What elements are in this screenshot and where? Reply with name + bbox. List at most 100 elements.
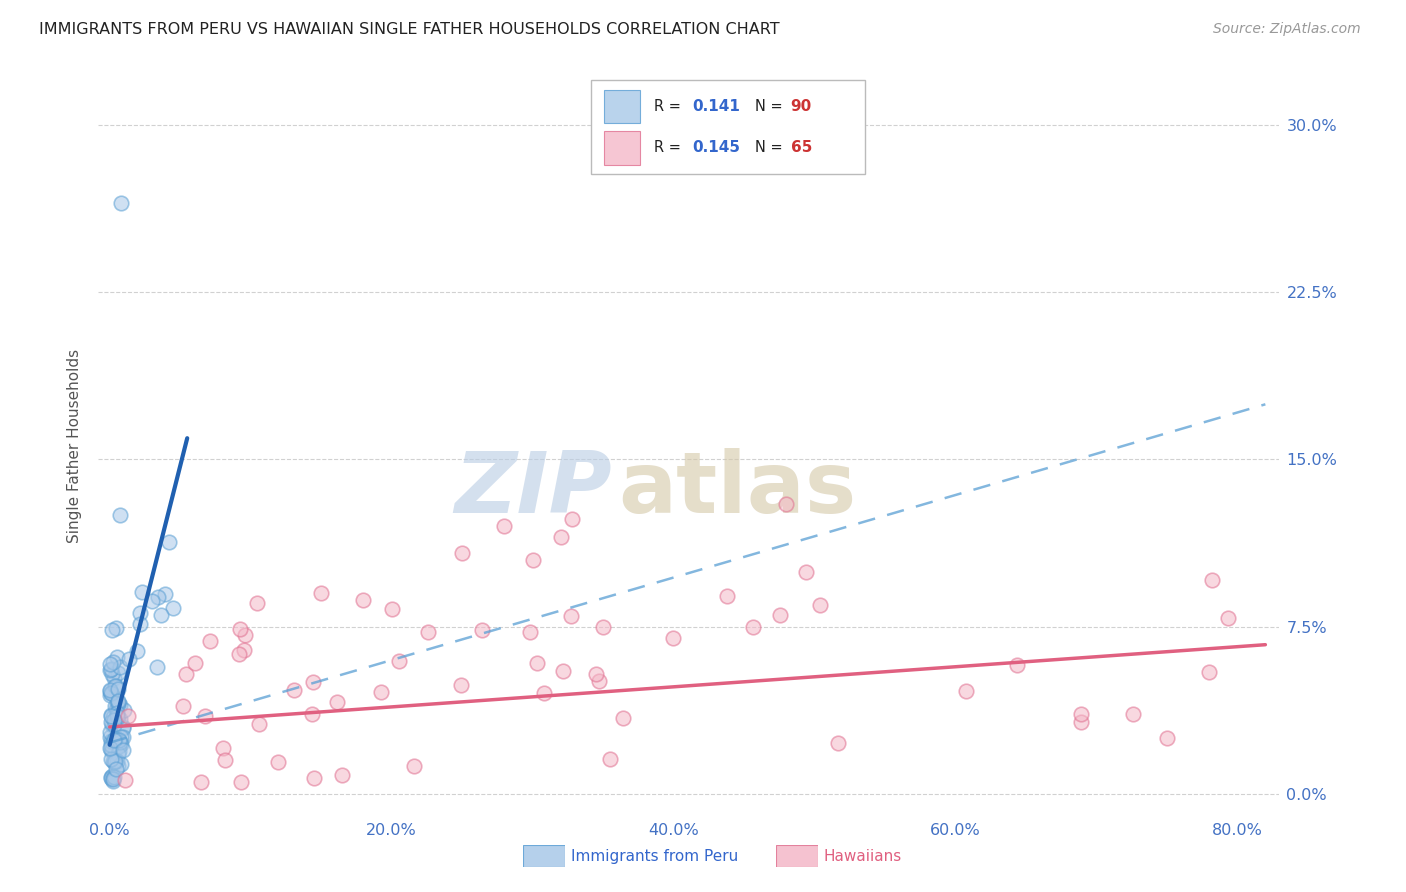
Point bbox=[451, 546, 474, 560]
Text: atlas: atlas bbox=[619, 449, 856, 532]
Y-axis label: Single Father Households: Single Father Households bbox=[66, 349, 82, 543]
Point bbox=[100, 738, 122, 752]
Point bbox=[157, 535, 180, 549]
Point bbox=[146, 659, 169, 673]
Text: IMMIGRANTS FROM PERU VS HAWAIIAN SINGLE FATHER HOUSEHOLDS CORRELATION CHART: IMMIGRANTS FROM PERU VS HAWAIIAN SINGLE … bbox=[39, 22, 780, 37]
Point bbox=[416, 624, 439, 639]
Text: N =: N = bbox=[755, 140, 787, 155]
Point bbox=[112, 731, 135, 745]
Point bbox=[174, 666, 197, 681]
Point bbox=[352, 592, 374, 607]
Point bbox=[246, 596, 269, 610]
Point bbox=[827, 736, 849, 750]
Point bbox=[104, 699, 127, 714]
Point bbox=[100, 714, 122, 729]
Point bbox=[108, 744, 131, 758]
Point bbox=[104, 754, 127, 768]
Point bbox=[103, 710, 125, 724]
Point bbox=[112, 721, 135, 735]
Point bbox=[107, 695, 129, 709]
Point bbox=[110, 698, 132, 713]
Point bbox=[450, 678, 472, 692]
Point bbox=[592, 619, 614, 633]
Point bbox=[104, 743, 127, 757]
Point bbox=[402, 759, 425, 773]
Point bbox=[112, 703, 135, 717]
Point bbox=[110, 712, 132, 726]
Point bbox=[380, 602, 402, 616]
Text: Immigrants from Peru: Immigrants from Peru bbox=[571, 849, 738, 863]
Point bbox=[112, 742, 135, 756]
Point bbox=[110, 195, 132, 210]
Point bbox=[194, 709, 217, 723]
Point bbox=[101, 772, 124, 787]
Point bbox=[228, 647, 250, 661]
Point bbox=[775, 497, 797, 511]
Point bbox=[716, 589, 738, 603]
Point bbox=[101, 718, 124, 732]
Point bbox=[1216, 611, 1239, 625]
Text: R =: R = bbox=[654, 140, 685, 155]
Point bbox=[198, 634, 221, 648]
Point bbox=[101, 754, 124, 768]
Point bbox=[955, 684, 977, 698]
Point bbox=[526, 656, 548, 670]
Text: Hawaiians: Hawaiians bbox=[824, 849, 903, 863]
Point bbox=[101, 773, 124, 788]
Point bbox=[101, 655, 124, 669]
Point bbox=[104, 731, 127, 746]
Point bbox=[110, 737, 132, 751]
Point bbox=[104, 703, 127, 717]
Point bbox=[103, 733, 125, 747]
Text: 90: 90 bbox=[790, 99, 811, 114]
Point bbox=[662, 631, 685, 645]
Point bbox=[128, 616, 150, 631]
Point bbox=[107, 694, 129, 708]
Point bbox=[190, 775, 212, 789]
Point bbox=[100, 686, 122, 700]
Point bbox=[612, 711, 634, 725]
Point bbox=[101, 742, 124, 756]
Point bbox=[125, 643, 148, 657]
Point bbox=[105, 649, 128, 664]
Point bbox=[247, 716, 270, 731]
Point bbox=[110, 735, 132, 749]
Point bbox=[105, 679, 128, 693]
Point bbox=[233, 643, 256, 657]
Point bbox=[101, 772, 124, 786]
Bar bbox=[605, 131, 640, 164]
Bar bbox=[605, 89, 640, 123]
Point bbox=[1201, 573, 1223, 587]
Point bbox=[105, 706, 128, 720]
Point bbox=[100, 686, 122, 700]
Point bbox=[588, 674, 610, 689]
Point bbox=[309, 586, 332, 600]
Point bbox=[100, 743, 122, 757]
Point bbox=[104, 621, 127, 635]
Point bbox=[1198, 665, 1220, 679]
Point bbox=[104, 679, 127, 693]
Point bbox=[103, 671, 125, 685]
Point bbox=[108, 508, 131, 523]
Point bbox=[128, 606, 150, 620]
Text: 0.145: 0.145 bbox=[692, 140, 740, 155]
Point bbox=[100, 770, 122, 784]
Point bbox=[98, 663, 121, 677]
Point bbox=[108, 739, 131, 753]
Point bbox=[302, 675, 325, 690]
Point bbox=[267, 756, 290, 770]
Point bbox=[103, 770, 125, 784]
Point bbox=[108, 660, 131, 674]
Point bbox=[100, 708, 122, 723]
Point bbox=[103, 718, 125, 732]
Point bbox=[808, 598, 831, 612]
Point bbox=[561, 511, 583, 525]
Point bbox=[1070, 714, 1092, 729]
Point bbox=[117, 709, 139, 723]
Point bbox=[231, 774, 253, 789]
Point bbox=[162, 600, 184, 615]
Point bbox=[550, 530, 572, 544]
Point bbox=[100, 667, 122, 681]
Point bbox=[98, 725, 121, 739]
Text: R =: R = bbox=[654, 99, 685, 114]
